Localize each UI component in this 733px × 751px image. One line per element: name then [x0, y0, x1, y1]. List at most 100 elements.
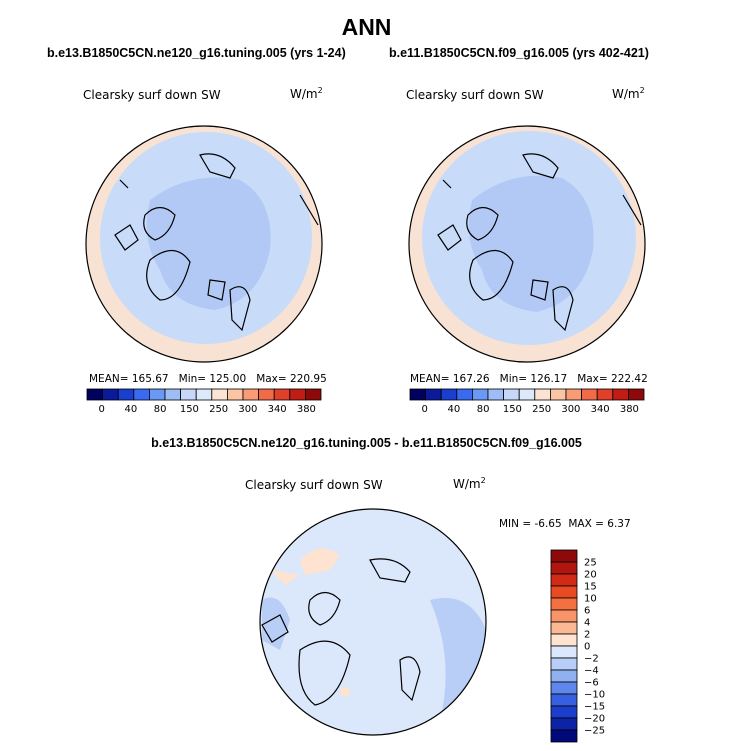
diff-plot-label: Clearsky surf down SW — [245, 478, 383, 492]
panel-2-map-border — [408, 125, 646, 363]
colorbar-swatch — [242, 388, 260, 401]
panel-1-map-border — [85, 125, 323, 363]
panel-2-colorbar: 0 40 80 150 250 300 340 380 — [409, 388, 645, 415]
panel-1-units: W/m2 — [290, 86, 323, 101]
panel-1-case-title: b.e13.B1850C5CN.ne120_g16.tuning.005 (yr… — [47, 46, 346, 60]
colorbar-swatch — [581, 388, 598, 401]
colorbar-tick-label: 40 — [125, 404, 138, 415]
colorbar-tick-label: −10 — [584, 690, 605, 701]
colorbar-swatch — [289, 388, 306, 401]
colorbar-swatch — [612, 388, 629, 401]
colorbar-swatch — [550, 585, 578, 599]
colorbar-tick-label: −20 — [584, 714, 605, 725]
colorbar-swatch — [596, 388, 614, 401]
colorbar-swatch — [550, 561, 578, 575]
panel-1-map — [86, 126, 322, 362]
figure-title: ANN — [341, 14, 392, 40]
colorbar-tick-label: 2 — [584, 630, 590, 641]
colorbar-swatch — [180, 388, 197, 401]
colorbar-tick-label: 380 — [297, 404, 316, 415]
diff-units: W/m2 — [453, 476, 486, 491]
colorbar-swatch — [425, 388, 442, 401]
colorbar-swatch — [273, 388, 291, 401]
colorbar-swatch — [195, 388, 213, 401]
colorbar-tick-label: 0 — [584, 642, 590, 653]
colorbar-swatch — [487, 388, 505, 401]
diff-map-border — [259, 508, 487, 736]
colorbar-swatch — [550, 705, 578, 719]
colorbar-tick-label: 300 — [561, 404, 580, 415]
colorbar-swatch — [550, 388, 567, 401]
colorbar-tick-label: 20 — [584, 570, 597, 581]
colorbar-tick-label: 250 — [532, 404, 551, 415]
panel-1-stats: MEAN= 165.67 Min= 125.00 Max= 220.95 — [89, 373, 327, 385]
panel-2-plot-label: Clearsky surf down SW — [406, 88, 544, 102]
diff-coastlines — [261, 558, 421, 706]
panel-2-map — [409, 126, 645, 362]
colorbar-swatch — [440, 388, 458, 401]
panel-1-coastlines — [114, 153, 319, 332]
colorbar-swatch — [550, 645, 578, 659]
colorbar-tick-label: 6 — [584, 606, 590, 617]
colorbar-tick-label: 15 — [584, 582, 597, 593]
panel-2-coastlines — [437, 153, 642, 332]
panel-1-colorbar: 0 40 80 150 250 300 340 380 — [86, 388, 322, 415]
colorbar-swatch — [534, 388, 551, 401]
panel-1-plot-label: Clearsky surf down SW — [83, 88, 221, 102]
colorbar-swatch — [550, 609, 578, 623]
colorbar-tick-label: −15 — [584, 702, 605, 713]
colorbar-swatch — [550, 621, 578, 635]
colorbar-swatch — [102, 388, 119, 401]
colorbar-swatch — [550, 729, 578, 743]
colorbar-swatch — [117, 388, 135, 401]
colorbar-tick-label: 80 — [477, 404, 490, 415]
colorbar-tick-label: −6 — [584, 678, 599, 689]
colorbar-swatch — [86, 388, 104, 401]
colorbar-swatch — [456, 388, 473, 401]
colorbar-swatch — [550, 717, 578, 731]
diff-negative-zone-east — [430, 598, 486, 720]
colorbar-swatch — [503, 388, 520, 401]
colorbar-tick-label: 380 — [620, 404, 639, 415]
colorbar-swatch — [550, 573, 578, 587]
diff-title: b.e13.B1850C5CN.ne120_g16.tuning.005 - b… — [151, 436, 582, 450]
panel-2-stats: MEAN= 167.26 Min= 126.17 Max= 222.42 — [410, 373, 648, 385]
colorbar-swatch — [550, 549, 578, 563]
panel-1-central-zone — [146, 177, 271, 310]
colorbar-tick-label: 150 — [503, 404, 522, 415]
colorbar-tick-label: 25 — [584, 558, 597, 569]
diff-positive-zone-northwest — [270, 570, 300, 585]
colorbar-swatch — [133, 388, 150, 401]
colorbar-tick-label: 4 — [584, 618, 590, 629]
colorbar-tick-label: 300 — [238, 404, 257, 415]
colorbar-tick-label: 10 — [584, 594, 597, 605]
colorbar-tick-label: −25 — [584, 726, 605, 737]
colorbar-tick-label: 150 — [180, 404, 199, 415]
diff-positive-zone-north — [300, 548, 340, 575]
colorbar-swatch — [518, 388, 536, 401]
panel-2-case-title: b.e11.B1850C5CN.f09_g16.005 (yrs 402-421… — [389, 46, 649, 60]
colorbar-tick-label: −4 — [584, 666, 599, 677]
colorbar-swatch — [211, 388, 228, 401]
colorbar-swatch — [550, 633, 578, 647]
colorbar-tick-label: 40 — [448, 404, 461, 415]
panel-2-central-zone — [468, 175, 594, 312]
colorbar-swatch — [304, 388, 322, 401]
colorbar-swatch — [258, 388, 275, 401]
colorbar-swatch — [226, 388, 244, 401]
colorbar-swatch — [565, 388, 583, 401]
panel-2-units: W/m2 — [612, 86, 645, 101]
colorbar-swatch — [628, 388, 645, 401]
colorbar-swatch — [550, 669, 578, 683]
colorbar-tick-label: 340 — [591, 404, 610, 415]
colorbar-swatch — [550, 597, 578, 611]
colorbar-tick-label: 250 — [209, 404, 228, 415]
diff-map — [260, 509, 486, 735]
colorbar-swatch — [471, 388, 489, 401]
colorbar-tick-label: 340 — [268, 404, 287, 415]
colorbar-tick-label: 0 — [98, 404, 104, 415]
colorbar-swatch — [550, 657, 578, 671]
colorbar-swatch — [550, 681, 578, 695]
diff-positive-zone-south — [340, 687, 350, 697]
